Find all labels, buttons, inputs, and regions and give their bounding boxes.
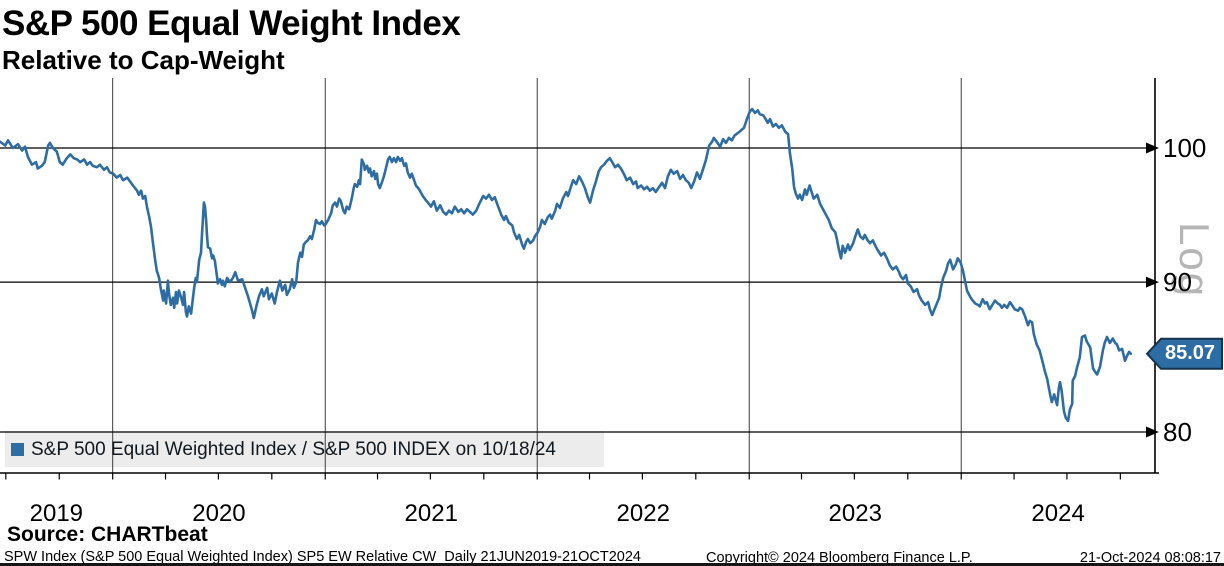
legend-background [5,431,604,467]
year-label: 2020 [192,500,245,527]
y-tick-label: 90 [1163,267,1192,297]
y-tick-arrow-icon [1146,426,1159,438]
print-timestamp: 21-Oct-2024 08:08:17 [1079,550,1221,566]
log-scale-label: Log [1171,222,1218,299]
y-tick-label: 80 [1163,417,1192,447]
year-label: 2023 [829,500,882,527]
series-marker-icon [11,443,24,456]
price-line [0,107,1133,423]
year-label: 2024 [1031,500,1084,527]
y-tick-arrow-icon [1146,276,1159,288]
last-price-value: 85.07 [1164,341,1216,364]
y-tick-arrow-icon [1146,142,1159,154]
y-tick-label: 100 [1163,133,1206,163]
last-price-badge [1145,337,1223,370]
year-label: 2021 [405,500,458,527]
ticker-description: SPW Index (S&P 500 Equal Weighted Index)… [4,549,641,565]
year-label: 2019 [30,500,83,527]
source-line: Source: CHARTbeat [7,523,208,546]
copyright-notice: Copyright© 2024 Bloomberg Finance L.P. [706,550,973,566]
page-title: S&P 500 Equal Weight Index [2,4,461,43]
legend-label: S&P 500 Equal Weighted Index / S&P 500 I… [31,438,556,460]
page-subtitle: Relative to Cap-Weight [2,45,285,75]
year-label: 2022 [617,500,670,527]
bottom-divider [0,563,1224,566]
legend: S&P 500 Equal Weighted Index / S&P 500 I… [11,434,556,465]
